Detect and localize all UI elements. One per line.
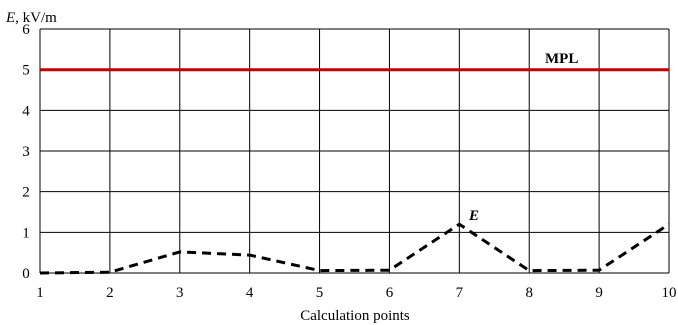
- x-tick-label-9: 9: [595, 285, 603, 301]
- y-axis-title: E, kV/m: [5, 10, 57, 26]
- x-tick-label-8: 8: [525, 285, 533, 301]
- y-tick-label-0: 0: [22, 266, 30, 282]
- x-tick-label-6: 6: [386, 285, 394, 301]
- y-tick-label-1: 1: [22, 225, 30, 241]
- y-tick-label-2: 2: [22, 185, 30, 201]
- x-tick-label-10: 10: [662, 285, 677, 301]
- series-layer: [39, 68, 670, 275]
- x-tick-label-5: 5: [316, 285, 324, 301]
- y-tick-label-5: 5: [22, 63, 30, 79]
- x-tick-label-7: 7: [456, 285, 464, 301]
- x-tick-label-3: 3: [176, 285, 184, 301]
- series-label-e: E: [468, 208, 479, 224]
- y-tick-label-6: 6: [22, 22, 30, 38]
- y-axis-unit: , kV/m: [15, 10, 57, 26]
- series-label-mpl: MPL: [545, 51, 578, 67]
- x-tick-label-4: 4: [246, 285, 254, 301]
- x-tick-label-2: 2: [106, 285, 114, 301]
- y-axis-symbol: E: [5, 10, 15, 26]
- series-line-e: [39, 222, 670, 275]
- y-tick-label-3: 3: [22, 144, 30, 160]
- x-tick-label-1: 1: [36, 285, 44, 301]
- x-axis-title: Calculation points: [300, 308, 410, 324]
- y-tick-label-4: 4: [22, 103, 30, 119]
